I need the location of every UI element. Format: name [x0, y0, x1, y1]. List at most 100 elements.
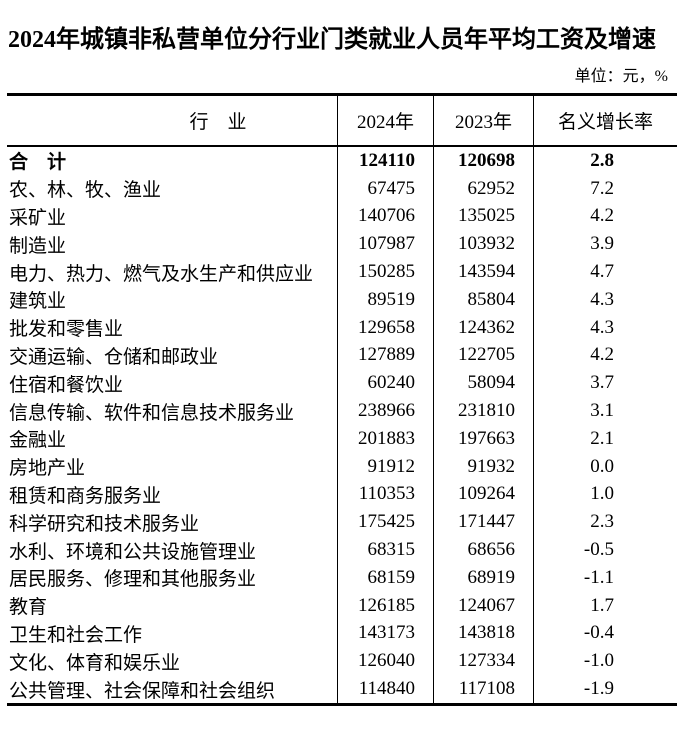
industry-name-cell: 水利、环境和公共设施管理业 [9, 541, 257, 563]
industry-name-cell: 农、林、牧、渔业 [9, 180, 162, 202]
growth-rate-cell: -0.5 [533, 536, 677, 564]
industry-name-cell: 教育 [9, 597, 48, 619]
industry-name-cell: 合 计 [9, 152, 67, 174]
wage-2024-cell: 129658 [337, 313, 433, 342]
wage-2023-cell: 143594 [433, 258, 533, 286]
wage-2023-cell: 103932 [433, 230, 533, 259]
table-row: 教育 126185 124067 1.7 [7, 591, 677, 620]
wage-2024-cell: 127889 [337, 341, 433, 370]
table-row: 建筑业 89519 85804 4.3 [7, 285, 677, 314]
column-header-nominal-growth: 名义增长率 [533, 96, 677, 145]
growth-rate-cell: 4.2 [533, 202, 677, 231]
wage-2024-cell: 140706 [337, 202, 433, 231]
industry-name-cell: 文化、体育和娱乐业 [9, 652, 181, 674]
wage-2024-cell: 150285 [337, 258, 433, 286]
growth-rate-cell: 1.7 [533, 591, 677, 620]
industry-name-cell: 采矿业 [9, 207, 67, 229]
industry-name-cell: 卫生和社会工作 [9, 624, 143, 646]
wage-2023-cell: 122705 [433, 341, 533, 370]
table-row: 住宿和餐饮业 60240 58094 3.7 [7, 369, 677, 398]
wage-2023-cell: 58094 [433, 369, 533, 398]
wage-2024-cell: 107987 [337, 230, 433, 259]
growth-rate-cell: -0.4 [533, 619, 677, 648]
wage-2024-cell: 114840 [337, 675, 433, 703]
industry-name-cell: 信息传输、软件和信息技术服务业 [9, 402, 295, 424]
wage-2024-cell: 91912 [337, 452, 433, 481]
wage-2023-cell: 124067 [433, 591, 533, 620]
industry-name-cell: 电力、热力、燃气及水生产和供应业 [9, 263, 314, 285]
table-row: 房地产业 91912 91932 0.0 [7, 452, 677, 481]
wage-2023-cell: 117108 [433, 675, 533, 703]
table-row: 卫生和社会工作 143173 143818 -0.4 [7, 619, 677, 648]
growth-rate-cell: 4.3 [533, 313, 677, 342]
table-row: 科学研究和技术服务业 175425 171447 2.3 [7, 508, 677, 537]
growth-rate-cell: 2.3 [533, 508, 677, 537]
growth-rate-cell: 0.0 [533, 452, 677, 481]
table-header-row: 行 业 2024年 2023年 名义增长率 [7, 96, 677, 147]
growth-rate-cell: 4.3 [533, 285, 677, 314]
table-row: 信息传输、软件和信息技术服务业 238966 231810 3.1 [7, 397, 677, 425]
table-row: 采矿业 140706 135025 4.2 [7, 202, 677, 231]
wage-2024-cell: 143173 [337, 619, 433, 648]
table-row: 农、林、牧、渔业 67475 62952 7.2 [7, 174, 677, 203]
growth-rate-cell: -1.0 [533, 647, 677, 676]
growth-rate-cell: 4.7 [533, 258, 677, 286]
wage-2024-cell: 67475 [337, 174, 433, 203]
industry-name-cell: 居民服务、修理和其他服务业 [9, 569, 257, 591]
table-body: 合 计 124110 120698 2.8 农、林、牧、渔业 67475 629… [7, 147, 677, 703]
wage-2023-cell: 135025 [433, 202, 533, 231]
wage-2024-cell: 175425 [337, 508, 433, 537]
growth-rate-cell: -1.9 [533, 675, 677, 703]
wage-2023-cell: 91932 [433, 452, 533, 481]
table-row: 合 计 124110 120698 2.8 [7, 147, 677, 175]
industry-name-cell: 建筑业 [9, 291, 67, 313]
wage-2023-cell: 68919 [433, 563, 533, 592]
table-row: 文化、体育和娱乐业 126040 127334 -1.0 [7, 647, 677, 676]
table-row: 租赁和商务服务业 110353 109264 1.0 [7, 480, 677, 509]
column-header-industry: 行 业 [189, 112, 247, 133]
industry-name-cell: 租赁和商务服务业 [9, 485, 162, 507]
table-row: 公共管理、社会保障和社会组织 114840 117108 -1.9 [7, 675, 677, 703]
wage-2023-cell: 143818 [433, 619, 533, 648]
wage-2024-cell: 68159 [337, 563, 433, 592]
industry-name-cell: 制造业 [9, 235, 67, 257]
growth-rate-cell: 3.7 [533, 369, 677, 398]
wage-2023-cell: 62952 [433, 174, 533, 203]
growth-rate-cell: 2.8 [533, 147, 677, 175]
growth-rate-cell: 7.2 [533, 174, 677, 203]
wage-table: 行 业 2024年 2023年 名义增长率 合 计 124110 120698 … [7, 93, 677, 706]
wage-2024-cell: 60240 [337, 369, 433, 398]
table-row: 电力、热力、燃气及水生产和供应业 150285 143594 4.7 [7, 258, 677, 286]
unit-note: 单位：元，% [574, 68, 668, 85]
wage-2023-cell: 124362 [433, 313, 533, 342]
wage-2024-cell: 110353 [337, 480, 433, 509]
table-row: 金融业 201883 197663 2.1 [7, 424, 677, 453]
wage-2023-cell: 171447 [433, 508, 533, 537]
wage-2024-cell: 238966 [337, 397, 433, 425]
wage-2023-cell: 231810 [433, 397, 533, 425]
table-row: 水利、环境和公共设施管理业 68315 68656 -0.5 [7, 536, 677, 564]
wage-2023-cell: 120698 [433, 147, 533, 175]
wage-2023-cell: 109264 [433, 480, 533, 509]
table-row: 交通运输、仓储和邮政业 127889 122705 4.2 [7, 341, 677, 370]
industry-name-cell: 公共管理、社会保障和社会组织 [9, 680, 276, 702]
wage-2023-cell: 127334 [433, 647, 533, 676]
growth-rate-cell: 2.1 [533, 424, 677, 453]
growth-rate-cell: 3.9 [533, 230, 677, 259]
industry-name-cell: 交通运输、仓储和邮政业 [9, 346, 219, 368]
table-row: 批发和零售业 129658 124362 4.3 [7, 313, 677, 342]
wage-2024-cell: 126185 [337, 591, 433, 620]
wage-2024-cell: 68315 [337, 536, 433, 564]
growth-rate-cell: 4.2 [533, 341, 677, 370]
table-row: 居民服务、修理和其他服务业 68159 68919 -1.1 [7, 563, 677, 592]
wage-2024-cell: 89519 [337, 285, 433, 314]
wage-2023-cell: 68656 [433, 536, 533, 564]
industry-name-cell: 金融业 [9, 430, 67, 452]
wage-2024-cell: 126040 [337, 647, 433, 676]
page-title: 2024年城镇非私营单位分行业门类就业人员年平均工资及增速 [8, 27, 656, 53]
industry-name-cell: 科学研究和技术服务业 [9, 513, 200, 535]
column-header-2023: 2023年 [433, 96, 533, 145]
growth-rate-cell: 3.1 [533, 397, 677, 425]
industry-name-cell: 住宿和餐饮业 [9, 374, 124, 396]
